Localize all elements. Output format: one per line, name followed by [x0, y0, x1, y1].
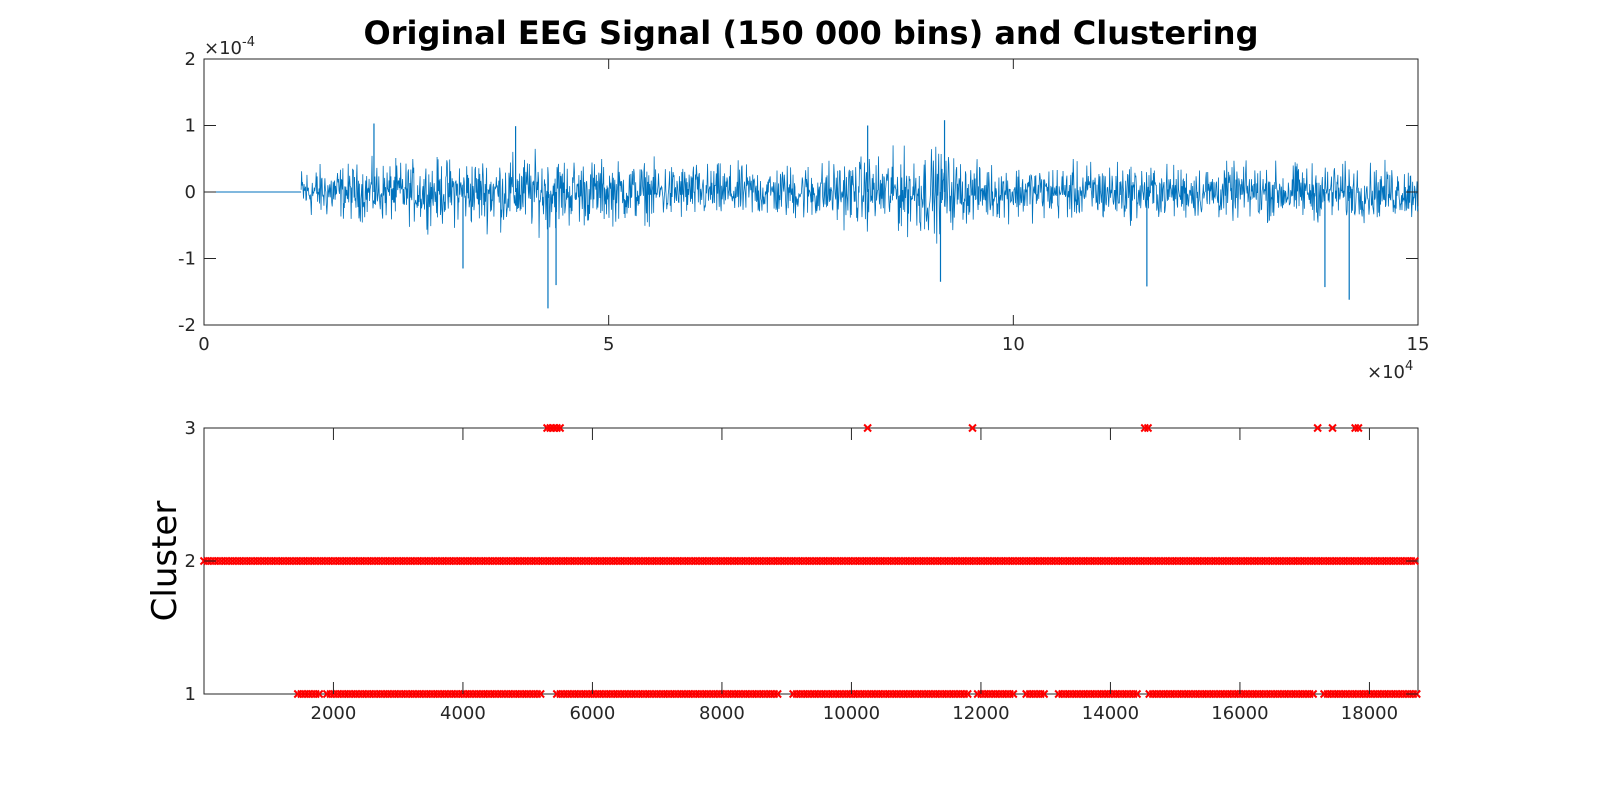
eeg-y-tick-label: 1 [185, 116, 196, 137]
eeg-x-tick-label: 5 [603, 334, 614, 355]
cluster-axes: 2000 4000 6000 8000 10000 12000 14000 16000 1800… [145, 418, 1421, 724]
cluster-3-point [549, 423, 558, 433]
cluster-1-point [536, 689, 545, 699]
cluster-y-tick-label: 2 [185, 551, 196, 572]
cluster-x-tick-label: 18000 [1341, 703, 1398, 724]
cluster-1-point [1009, 689, 1018, 699]
cluster-y-tick-label: 3 [185, 418, 196, 439]
cluster-1-point [314, 689, 324, 699]
cluster-1-point [1308, 689, 1318, 699]
cluster-y-axis-label: Cluster [145, 501, 185, 622]
cluster-3-point [555, 423, 565, 433]
eeg-y-tick-label: -1 [178, 249, 196, 270]
cluster-x-tick-label: 6000 [570, 703, 616, 724]
cluster-x-tick-label: 8000 [699, 703, 745, 724]
eeg-x-tick-label: 0 [198, 334, 209, 355]
cluster-1-point [1132, 689, 1142, 699]
cluster-3-point [968, 423, 977, 433]
cluster-x-tick-label: 16000 [1211, 703, 1268, 724]
eeg-y-exponent: ×10-4 [204, 35, 255, 59]
cluster-markers [199, 423, 1421, 699]
cluster-x-tick-label: 4000 [440, 703, 486, 724]
cluster-3-point [546, 423, 555, 433]
cluster-1-point [1039, 689, 1049, 699]
eeg-y-tick-label: 0 [185, 182, 196, 203]
eeg-y-tick-label: -2 [178, 315, 196, 336]
cluster-3-point [542, 423, 552, 433]
cluster-x-tick-label: 14000 [1082, 703, 1139, 724]
cluster-1-point [963, 689, 972, 699]
cluster-y-tick-label: 1 [185, 684, 196, 705]
eeg-x-tick-label: 15 [1407, 334, 1430, 355]
eeg-signal-axes: 0 5 10 15 -2 -1 0 1 2 ×10-4 ×104 [178, 35, 1429, 383]
cluster-1-point [773, 689, 782, 699]
cluster-3-point [1313, 423, 1322, 433]
cluster-3-point [1328, 423, 1337, 433]
cluster-3-point [1143, 423, 1153, 433]
cluster-3-point [863, 423, 872, 433]
cluster-3-point [1354, 423, 1363, 433]
eeg-ticks: 0 5 10 15 -2 -1 0 1 2 [178, 49, 1429, 355]
cluster-x-tick-label: 12000 [952, 703, 1009, 724]
cluster-x-tick-label: 2000 [311, 703, 357, 724]
cluster-3-point [552, 423, 562, 433]
eeg-signal-line [204, 120, 1419, 309]
chart-title: Original EEG Signal (150 000 bins) and C… [364, 14, 1259, 52]
eeg-x-tick-label: 10 [1002, 334, 1025, 355]
cluster-3-point [1350, 423, 1360, 433]
cluster-x-tick-label: 10000 [823, 703, 880, 724]
eeg-x-exponent: ×104 [1367, 359, 1413, 383]
eeg-signal-trace [300, 145, 1419, 244]
eeg-y-tick-label: 2 [185, 49, 196, 70]
cluster-ticks: 2000 4000 6000 8000 10000 12000 14000 16000 1800… [185, 418, 1418, 724]
cluster-3-point [1140, 423, 1149, 433]
